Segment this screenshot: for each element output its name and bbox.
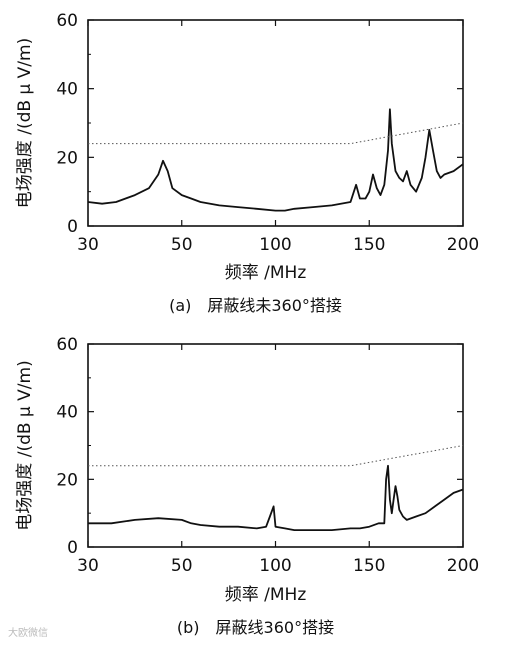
plot-frame-b: [87, 343, 464, 548]
limit-line-b: [88, 445, 464, 467]
x-tick-label-b-0: 30: [77, 556, 99, 576]
y-tick-label-b-0: 0: [67, 538, 78, 558]
plot-frame-a: [87, 19, 464, 227]
x-axis-label-b: 频率 /MHz: [225, 585, 307, 605]
y-axis-label-b: 电场强度 /(dB μ V/m): [15, 360, 35, 530]
watermark-text: 大欧微信: [8, 626, 48, 639]
y-tick-label-a-3: 60: [56, 11, 78, 31]
measured-curve-b: [88, 464, 464, 531]
y-tick-label-a-1: 20: [56, 148, 78, 168]
y-axis-label-a: 电场强度 /(dB μ V/m): [15, 38, 35, 208]
y-tick-label-a-0: 0: [67, 217, 78, 237]
x-tick-label-a-3: 150: [353, 235, 385, 255]
x-tick-label-a-2: 100: [259, 235, 291, 255]
y-tick-label-a-2: 40: [56, 80, 78, 100]
x-axis-label-a: 频率 /MHz: [225, 263, 307, 283]
x-tick-label-b-4: 200: [447, 556, 479, 576]
y-tick-label-b-2: 40: [56, 403, 78, 423]
x-tick-label-b-2: 100: [259, 556, 291, 576]
x-tick-label-a-0: 30: [77, 235, 99, 255]
measured-curve-a: [87, 108, 464, 212]
x-tick-label-a-4: 200: [447, 235, 479, 255]
x-tick-label-b-1: 50: [171, 556, 193, 576]
x-tick-label-a-1: 50: [171, 235, 193, 255]
x-tick-label-b-3: 150: [353, 556, 385, 576]
caption-a: (a) 屏蔽线未360°搭接: [169, 296, 342, 315]
y-tick-label-b-3: 60: [56, 335, 78, 355]
y-tick-label-b-1: 20: [56, 470, 78, 490]
caption-b: (b) 屏蔽线360°搭接: [177, 618, 334, 637]
limit-line-a: [88, 122, 464, 145]
